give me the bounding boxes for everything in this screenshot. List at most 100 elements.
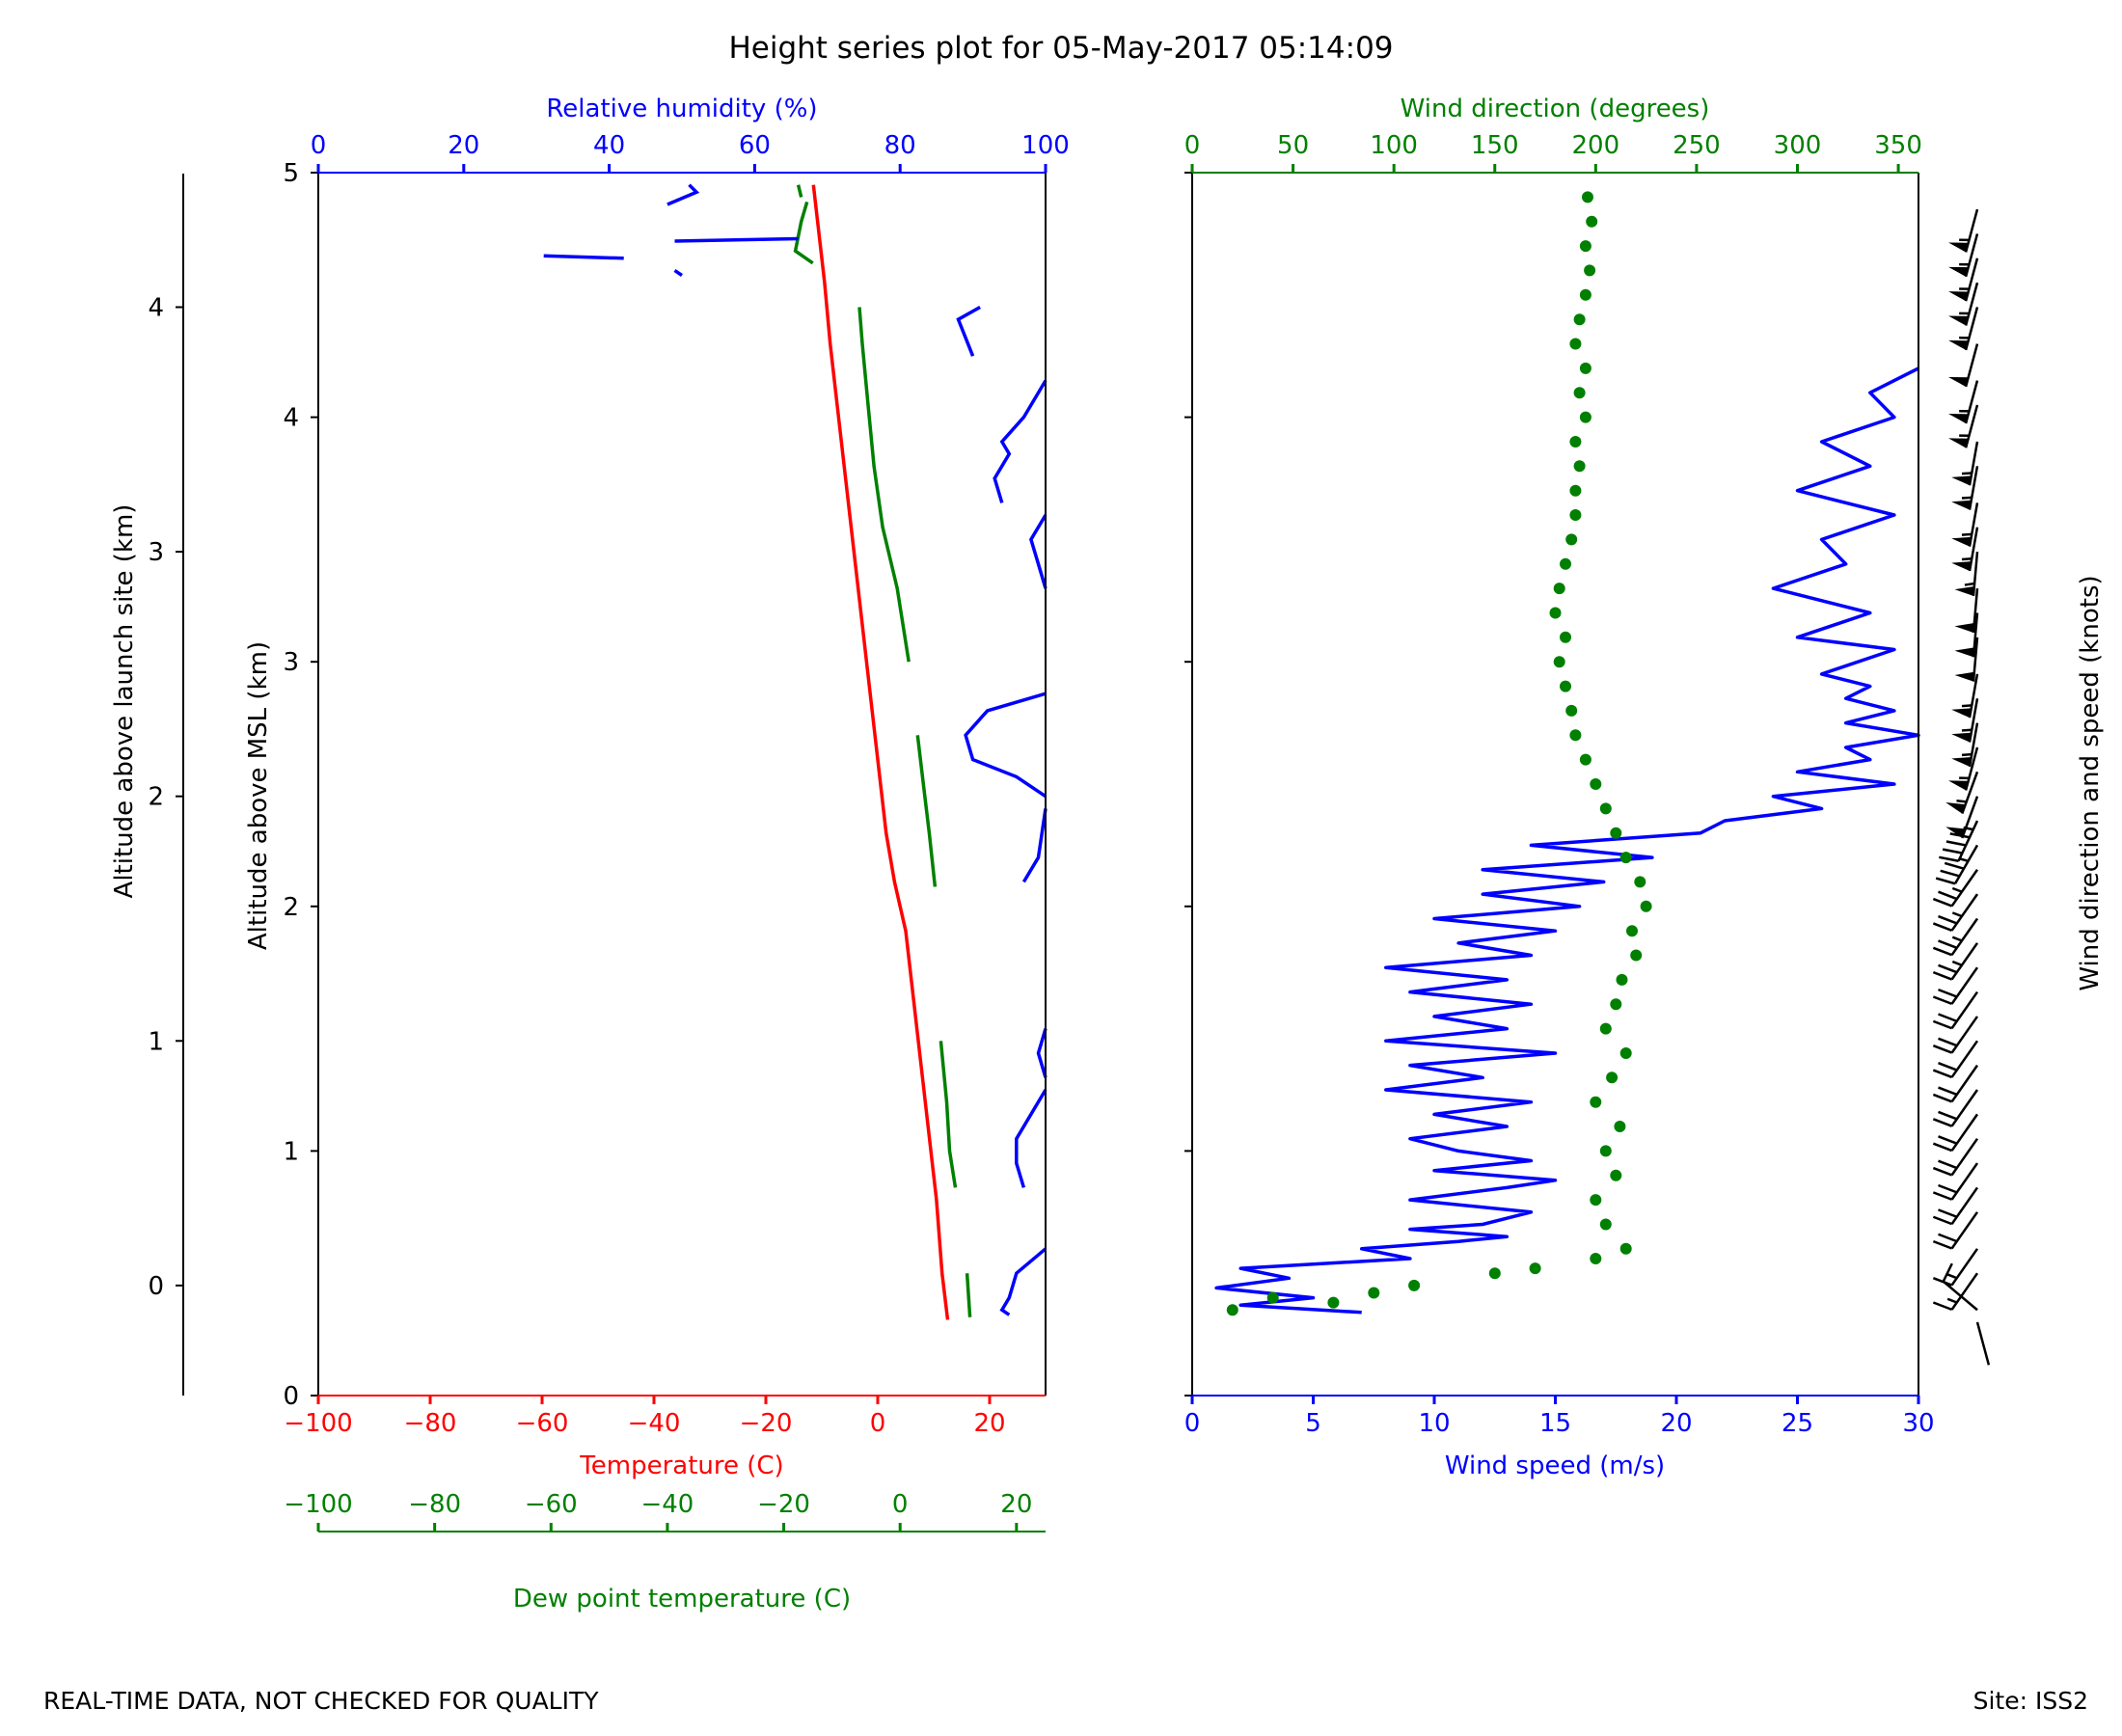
- launch-site-altitude-tick-label: 2: [148, 783, 164, 812]
- wind-barb-half-feather: [1961, 496, 1972, 500]
- wind-barb: [1951, 441, 1979, 486]
- humidity-tick-label: 100: [1021, 131, 1070, 160]
- wind-barb: [1954, 588, 1979, 634]
- wind-barb-shaft: [1950, 1211, 1979, 1250]
- wind-barb-shaft: [1964, 282, 1979, 326]
- wind-barb-pennant: [1954, 671, 1974, 682]
- wind-barb-shaft: [1964, 746, 1979, 791]
- wind-barb-full-feather: [1935, 877, 1956, 885]
- wind-direction-tick-label: 50: [1277, 131, 1309, 160]
- wind-direction-point: [1626, 925, 1638, 937]
- humidity-series-segment: [674, 236, 799, 243]
- wind-barb: [1948, 380, 1979, 424]
- wind-barb-pennant: [1951, 500, 1972, 510]
- wind-barb: [1932, 1138, 1979, 1177]
- msl-altitude-tick-label: 5: [283, 159, 299, 188]
- wind-barb-shaft: [1961, 771, 1979, 814]
- wind-direction-point: [1616, 973, 1628, 986]
- wind-direction-point: [1590, 778, 1602, 790]
- wind-barb-shaft: [1968, 698, 1979, 743]
- wind-barb-half-feather: [1951, 886, 1963, 893]
- wind-direction-point: [1634, 876, 1646, 888]
- wind-plot-background: [1192, 173, 1918, 1396]
- wind-speed-tick-label: 30: [1902, 1409, 1934, 1438]
- dewpoint-tick-label: −80: [408, 1490, 461, 1519]
- wind-barb-pennant: [1948, 413, 1969, 423]
- dewpoint-series-segment: [796, 184, 803, 198]
- wind-barb-full-feather: [1932, 1093, 1953, 1103]
- wind-barb-full-feather: [1945, 840, 1967, 847]
- wind-barb-full-feather: [1938, 1183, 1958, 1194]
- wind-barb-full-feather: [1932, 1166, 1953, 1177]
- wind-direction-tick-label: 200: [1572, 131, 1620, 160]
- launch-site-altitude-tick-label: 3: [148, 538, 164, 567]
- wind-barb: [1932, 1089, 1979, 1127]
- wind-direction-point: [1579, 362, 1592, 374]
- wind-direction-point: [1226, 1304, 1238, 1316]
- temperature-tick-label: 0: [870, 1409, 886, 1438]
- wind-direction-point: [1368, 1287, 1380, 1299]
- wind-direction-point: [1549, 607, 1562, 619]
- wind-direction-point: [1619, 852, 1632, 864]
- wind-barb-full-feather: [1932, 1191, 1953, 1201]
- wind-barb: [1932, 1186, 1979, 1226]
- wind-direction-point: [1579, 288, 1592, 301]
- wind-barb: [1948, 307, 1979, 351]
- wind-direction-point: [1586, 215, 1598, 228]
- wind-speed-tick-label: 0: [1184, 1409, 1201, 1438]
- wind-direction-point: [1610, 998, 1622, 1011]
- wind-barb-pennant: [1951, 708, 1972, 719]
- dewpoint-tick-label: −100: [284, 1490, 352, 1519]
- wind-direction-point: [1599, 1022, 1612, 1035]
- wind-direction-point: [1606, 1071, 1619, 1084]
- wind-direction-point: [1565, 533, 1578, 546]
- temperature-tick-label: −100: [284, 1409, 352, 1438]
- wind-direction-point: [1327, 1296, 1340, 1309]
- wind-direction-point: [1573, 313, 1586, 326]
- wind-barb-half-feather: [1964, 582, 1975, 586]
- wind-barb-shaft: [1950, 1162, 1979, 1201]
- wind-direction-point: [1579, 240, 1592, 253]
- wind-barb-full-feather: [1940, 869, 1960, 878]
- wind-barb-full-feather: [1938, 963, 1958, 974]
- wind-barb: [1951, 698, 1979, 743]
- temperature-series-line: [811, 184, 950, 1320]
- humidity-series-segment: [543, 254, 624, 260]
- launch-site-altitude-axis-label: Altitude above launch site (km): [110, 504, 139, 899]
- wind-barb-full-feather: [1938, 1159, 1958, 1170]
- wind-barb-shaft: [1950, 1113, 1979, 1152]
- wind-speed-axis-label: Wind speed (m/s): [1445, 1451, 1665, 1480]
- wind-barb-shaft: [1950, 1016, 1979, 1054]
- wind-barb-shaft: [1964, 380, 1979, 424]
- wind-barb-full-feather: [1932, 1142, 1953, 1153]
- wind-barb-full-feather: [1938, 890, 1958, 901]
- wind-barb-half-feather: [1961, 532, 1972, 536]
- dewpoint-series-segment: [793, 201, 814, 265]
- wind-barb-shaft: [1950, 1064, 1979, 1103]
- wind-direction-point: [1640, 900, 1652, 912]
- wind-barb-shaft: [1968, 722, 1979, 768]
- wind-barb: [1948, 282, 1979, 326]
- dewpoint-tick-label: −20: [757, 1490, 810, 1519]
- wind-barb: [1932, 990, 1979, 1030]
- wind-direction-tick-label: 150: [1471, 131, 1519, 160]
- humidity-axis-label: Relative humidity (%): [546, 95, 817, 123]
- wind-barb-shaft: [1964, 208, 1979, 253]
- thermo-plot-area: [318, 173, 1047, 1396]
- wind-barb-half-feather: [1946, 1297, 1958, 1304]
- wind-barb-full-feather: [1932, 970, 1953, 981]
- wind-barb-half-feather: [1951, 911, 1963, 918]
- wind-barb-shaft: [1964, 233, 1979, 278]
- wind-barb-shaft: [1968, 466, 1979, 510]
- wind-speed-tick-label: 20: [1660, 1409, 1692, 1438]
- wind-barb-half-feather: [1946, 1273, 1958, 1280]
- wind-barb-full-feather: [1938, 1062, 1958, 1071]
- msl-altitude-tick-label: 4: [283, 404, 299, 433]
- wind-direction-tick-label: 350: [1874, 131, 1922, 160]
- temperature-tick-label: −80: [404, 1409, 457, 1438]
- wind-direction-point: [1560, 680, 1571, 692]
- humidity-series-segment: [993, 379, 1047, 503]
- wind-direction-point: [1565, 704, 1578, 717]
- wind-barb-pennant: [1948, 291, 1969, 302]
